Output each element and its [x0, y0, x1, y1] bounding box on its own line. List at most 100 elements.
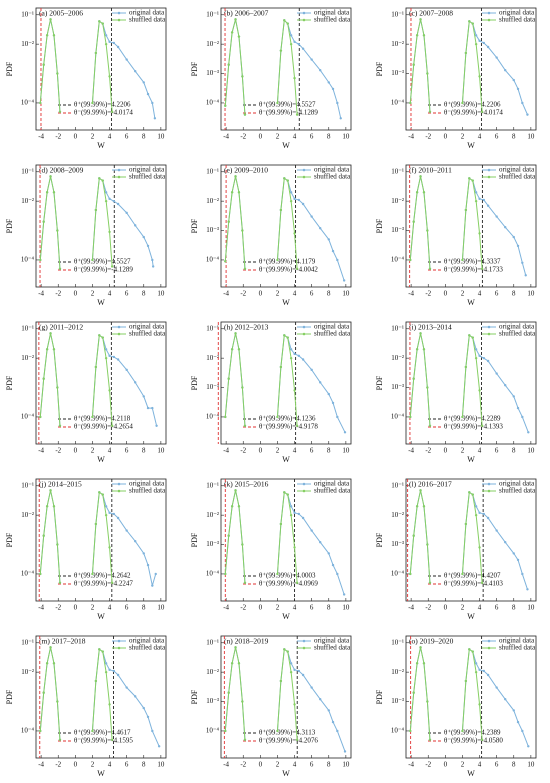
plot-frame — [220, 321, 352, 445]
x-tick-label: 6 — [310, 290, 314, 298]
x-tick-label: 0 — [444, 290, 448, 298]
series-line — [224, 176, 298, 269]
data-point — [276, 258, 279, 262]
data-point — [227, 220, 230, 223]
x-tick-label: 6 — [310, 604, 314, 612]
x-axis-label: W — [282, 769, 290, 778]
data-point — [468, 20, 471, 23]
data-point — [412, 691, 415, 694]
data-point — [339, 117, 342, 120]
plot-frame — [405, 635, 537, 759]
data-point — [116, 673, 120, 677]
data-point — [331, 720, 335, 724]
y-axis-label: PDF — [190, 375, 199, 390]
x-tick-label: 8 — [512, 290, 516, 298]
data-point — [521, 572, 524, 576]
data-point — [295, 113, 299, 116]
legend-label: shuffled data — [314, 644, 351, 652]
x-tick-label: 8 — [512, 447, 516, 455]
x-tick-label: 4 — [108, 604, 112, 612]
data-point — [482, 356, 486, 360]
legend-marker — [487, 325, 491, 329]
data-point — [91, 101, 94, 105]
data-point — [45, 662, 49, 665]
data-point — [104, 42, 108, 46]
x-axis-label: W — [97, 769, 105, 778]
y-tick-label: 10⁻⁴ — [21, 570, 35, 578]
x-tick-label: -2 — [240, 447, 246, 455]
x-axis-label: W — [282, 612, 290, 621]
legend-label: original data — [314, 9, 350, 17]
data-point — [230, 505, 234, 508]
legend-label: original data — [129, 9, 165, 17]
x-tick-label: -4 — [408, 604, 414, 612]
data-point — [478, 75, 481, 78]
y-tick-label: 10⁻¹ — [21, 324, 34, 332]
data-point — [293, 352, 296, 356]
data-point — [146, 563, 150, 567]
plot-frame — [220, 164, 352, 288]
threshold-label: θ⁻(99.99%)=-4.1393 — [444, 423, 503, 431]
data-point — [310, 215, 313, 218]
x-tick-label: -2 — [425, 447, 431, 455]
data-point — [474, 199, 478, 203]
data-point — [101, 336, 104, 339]
data-point — [319, 227, 322, 230]
data-point — [125, 529, 128, 532]
y-axis-label: PDF — [375, 218, 384, 233]
data-point — [289, 356, 293, 360]
data-point — [94, 679, 98, 683]
x-tick-label: 2 — [276, 133, 280, 141]
threshold-label: θ⁺(99.99%)=4.2642 — [74, 572, 131, 580]
legend-marker — [302, 646, 306, 650]
x-tick-label: 8 — [512, 133, 516, 141]
legend-marker — [117, 18, 121, 22]
x-tick-label: 0 — [259, 761, 263, 769]
data-point — [504, 698, 507, 701]
data-point — [474, 356, 478, 360]
x-tick-label: 10 — [342, 604, 350, 612]
x-tick-label: -4 — [38, 290, 44, 298]
data-point — [486, 673, 490, 677]
legend-marker — [487, 18, 491, 22]
x-tick-label: 6 — [125, 447, 129, 455]
data-point — [419, 332, 422, 335]
data-point — [243, 267, 247, 270]
x-tick-label: -4 — [38, 447, 44, 455]
data-point — [412, 63, 415, 66]
data-point — [310, 686, 313, 689]
y-tick-label: 10⁻³ — [206, 69, 219, 77]
data-point — [471, 22, 474, 25]
x-axis-label: W — [467, 769, 475, 778]
legend-label: shuffled data — [499, 487, 536, 495]
data-point — [289, 505, 293, 508]
series-line — [409, 490, 483, 583]
threshold-label: θ⁻(99.99%)=-4.2654 — [74, 423, 133, 431]
y-axis-label: PDF — [5, 689, 14, 704]
data-point — [58, 267, 62, 270]
x-axis-label: W — [467, 298, 475, 307]
data-point — [108, 389, 111, 392]
data-point — [104, 34, 108, 37]
data-point — [504, 541, 507, 544]
legend-label: original data — [129, 323, 165, 331]
x-axis-label: W — [97, 612, 105, 621]
x-tick-label: 2 — [461, 447, 465, 455]
data-point — [289, 34, 293, 37]
data-point — [45, 505, 49, 508]
y-axis-label: PDF — [5, 532, 14, 547]
data-point — [478, 389, 481, 392]
panel-title: (f) 2010–2011 — [409, 166, 452, 175]
x-tick-label: 2 — [461, 761, 465, 769]
data-point — [146, 406, 150, 410]
x-tick-label: -2 — [240, 604, 246, 612]
data-point — [426, 386, 429, 389]
y-tick-label: 10⁻⁴ — [206, 413, 220, 421]
legend-marker — [302, 11, 306, 15]
threshold-label: θ⁺(99.99%)=4.2389 — [444, 729, 501, 737]
data-point — [428, 424, 432, 427]
data-point — [480, 267, 484, 270]
data-point — [293, 197, 296, 201]
x-axis-label: W — [282, 141, 290, 150]
data-point — [464, 522, 468, 526]
